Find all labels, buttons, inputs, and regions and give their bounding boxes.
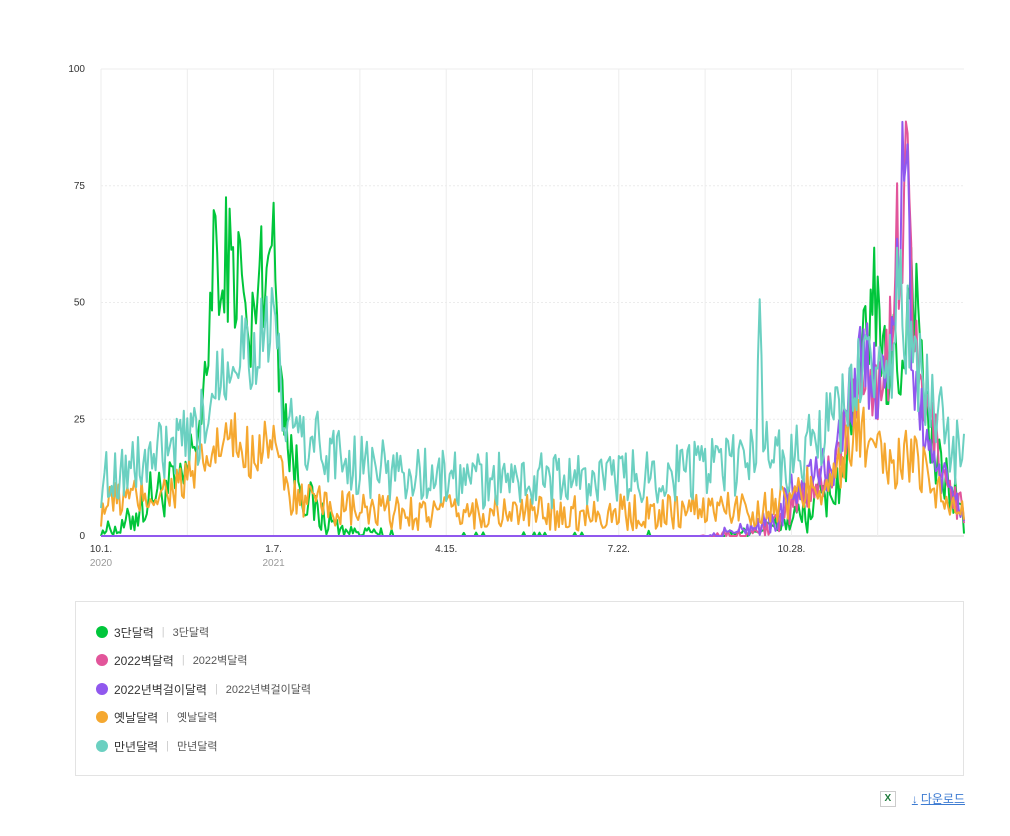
x-tick-label: 7.22.	[608, 544, 630, 555]
legend-dot	[96, 711, 108, 723]
legend-dot	[96, 740, 108, 752]
legend-dot	[96, 683, 108, 695]
download-icon: ↓	[911, 791, 918, 806]
x-tick-sublabel: 2021	[262, 558, 285, 569]
legend-item-perpetual-calendar[interactable]: 만년달력 | 만년달력	[96, 736, 218, 756]
y-tick-label: 75	[74, 181, 86, 192]
legend-dot	[96, 626, 108, 638]
chart-toolbar: X ↓ 다운로드	[879, 790, 965, 807]
line-chart: 0 25 50 75 100 10.1. 2020 1.7. 2021 4.15. 7.22. 10.…	[68, 64, 965, 569]
x-tick-label: 1.7.	[265, 544, 282, 555]
legend-separator: |	[214, 683, 218, 695]
legend-item-2022byeokdalryeok[interactable]: 2022벽달력 | 2022벽달력	[96, 650, 248, 670]
axis-ticks: 0 25 50 75 100 10.1. 2020 1.7. 2021 4.15. 7.22. 10.…	[68, 64, 805, 569]
legend-sublabel: 2022년벽걸이달력	[225, 684, 311, 696]
legend-label: 3단달력	[114, 625, 154, 640]
legend-sublabel: 2022벽달력	[192, 655, 248, 667]
legend: 3단달력 | 3단달력 2022벽달력 | 2022벽달력 2022년벽걸이달력…	[75, 601, 964, 776]
y-tick-label: 0	[79, 531, 85, 542]
legend-dot	[96, 654, 108, 666]
legend-separator: |	[181, 654, 185, 666]
legend-sublabel: 만년달력	[177, 741, 218, 753]
legend-label: 옛날달력	[114, 710, 159, 725]
legend-separator: |	[166, 711, 170, 723]
y-tick-label: 25	[74, 414, 86, 425]
legend-sublabel: 옛날달력	[177, 712, 218, 724]
legend-label: 2022년벽걸이달력	[114, 682, 207, 697]
series-line-4	[100, 246, 965, 510]
series-line-2	[101, 120, 965, 537]
download-button[interactable]: ↓ 다운로드	[912, 790, 965, 807]
legend-item-old-calendar[interactable]: 옛날달력 | 옛날달력	[96, 707, 218, 727]
y-tick-label: 50	[74, 298, 86, 309]
download-label: 다운로드	[920, 792, 965, 806]
series-line-3	[100, 398, 965, 532]
legend-label: 만년달력	[114, 739, 159, 754]
x-tick-label: 4.15.	[435, 544, 457, 555]
legend-separator: |	[161, 626, 165, 638]
legend-item-2022wall-hanging[interactable]: 2022년벽걸이달력 | 2022년벽걸이달력	[96, 679, 311, 699]
legend-separator: |	[166, 740, 170, 752]
legend-item-3danalryeok[interactable]: 3단달력 | 3단달력	[96, 622, 209, 642]
x-tick-label: 10.28.	[777, 544, 805, 555]
x-tick-sublabel: 2020	[90, 558, 113, 569]
y-tick-label: 100	[68, 64, 85, 75]
series-lines	[100, 120, 965, 537]
excel-icon[interactable]: X	[879, 790, 896, 807]
x-tick-label: 10.1.	[90, 544, 112, 555]
legend-label: 2022벽달력	[114, 653, 174, 668]
legend-sublabel: 3단달력	[172, 627, 210, 639]
